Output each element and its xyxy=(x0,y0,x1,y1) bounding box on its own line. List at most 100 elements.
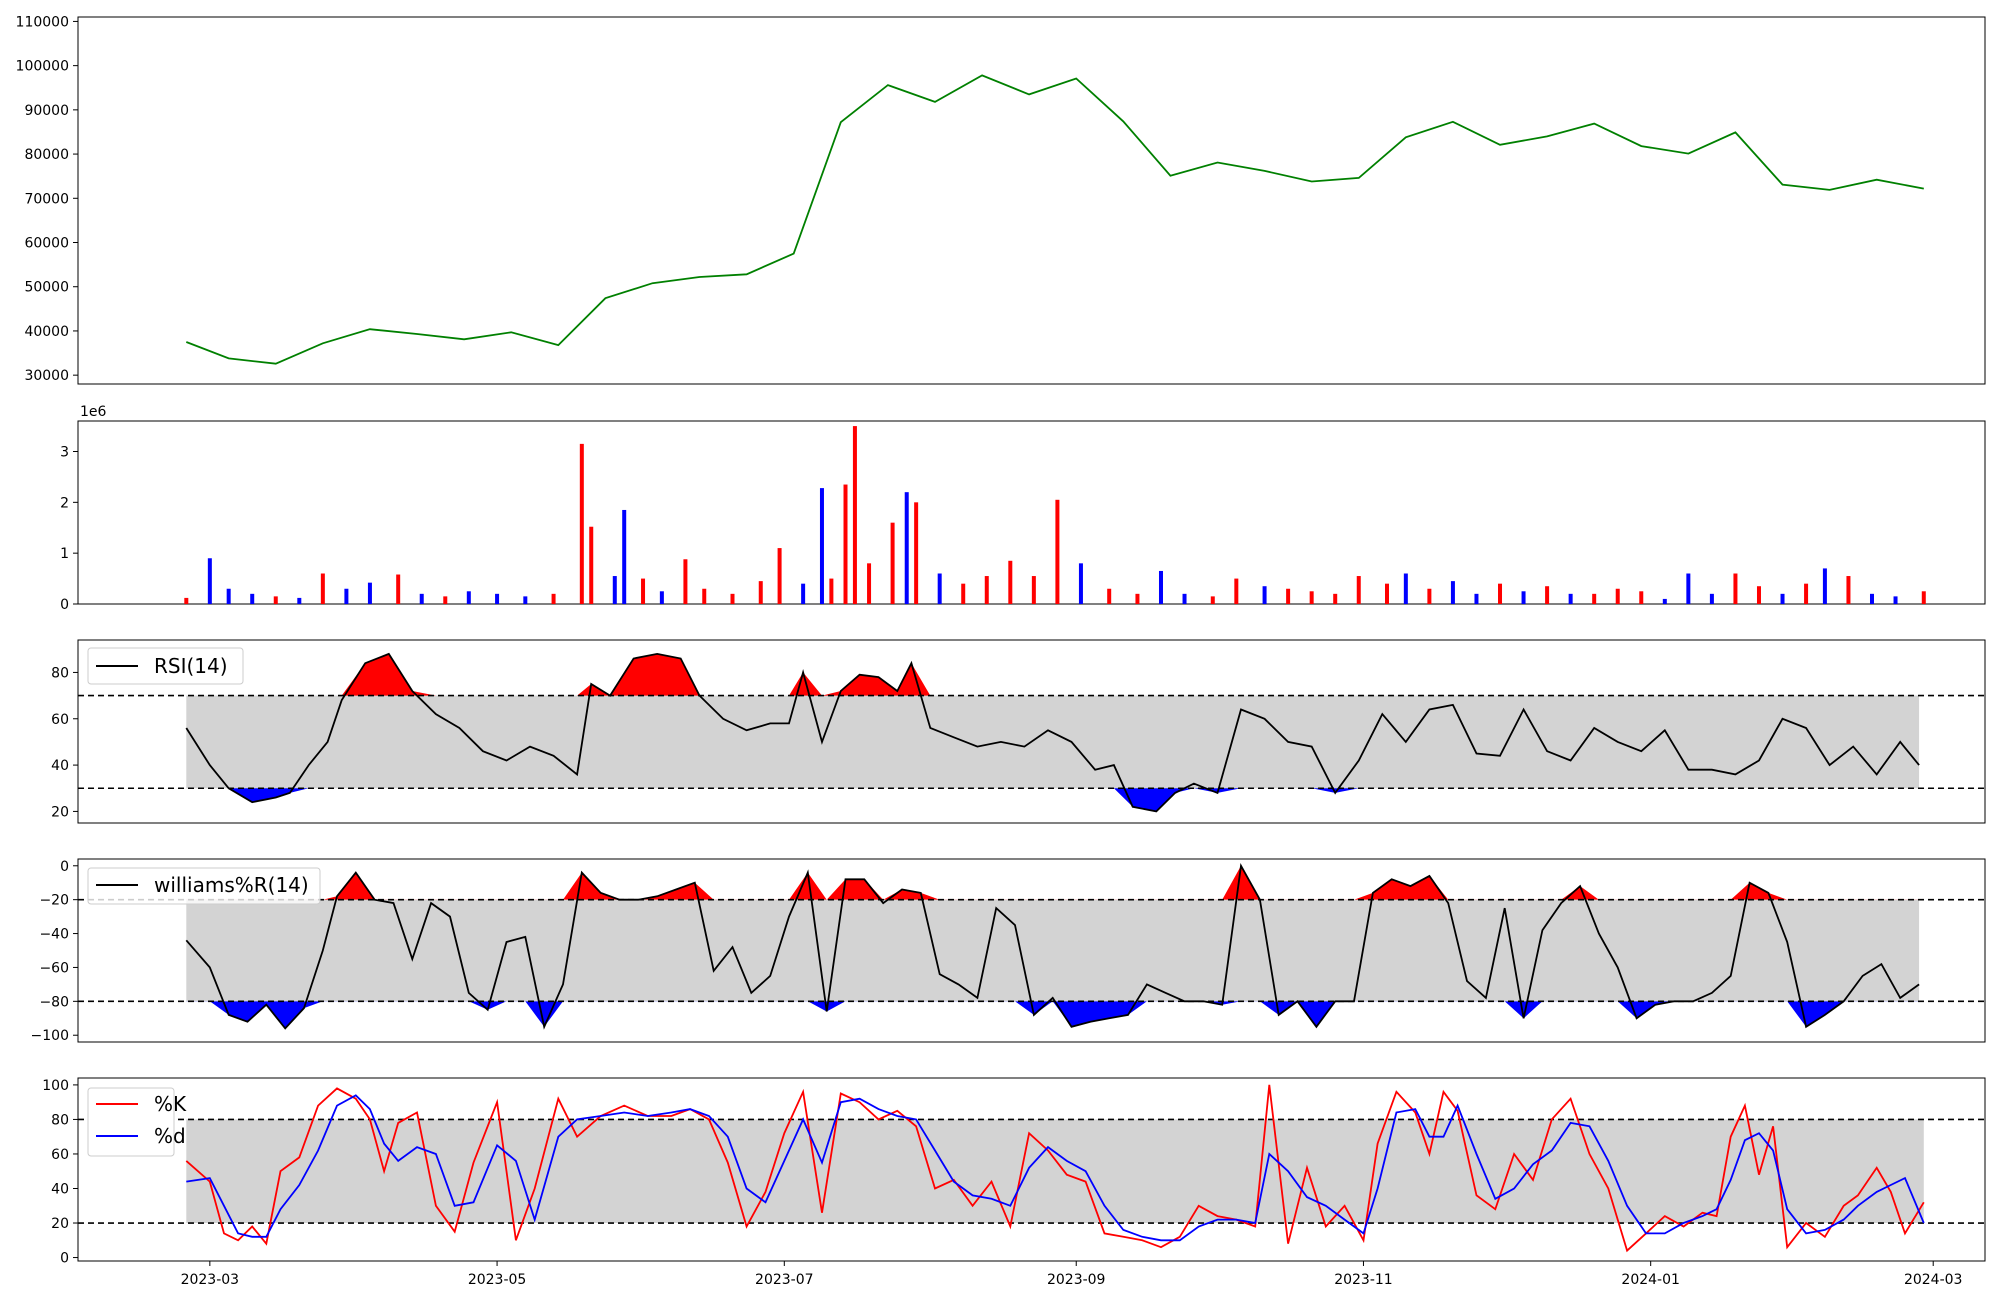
price-ytick-label: 110000 xyxy=(16,14,69,30)
volume-bar xyxy=(1733,573,1738,604)
rsi-legend-label: RSI(14) xyxy=(154,654,228,678)
volume-bar xyxy=(344,588,349,604)
volume-bar xyxy=(843,484,848,604)
volume-bar xyxy=(659,591,664,604)
d-line xyxy=(186,1094,1925,1242)
volume-bar xyxy=(320,573,325,604)
rsi-frame xyxy=(77,639,1986,824)
volume-bar xyxy=(1008,560,1013,604)
volume-bar xyxy=(758,581,763,604)
williams-ytick-label: −60 xyxy=(39,960,69,976)
price-frame xyxy=(77,16,1986,385)
volume-bar xyxy=(273,596,278,604)
volume-bar xyxy=(1385,583,1390,604)
volume-bar xyxy=(551,593,556,604)
volume-bar xyxy=(702,588,707,604)
volume-bar xyxy=(226,588,231,604)
volume-bar xyxy=(1135,593,1140,604)
volume-bar xyxy=(622,509,627,604)
volume-bar xyxy=(1262,586,1267,604)
rsi-ytick-label: 40 xyxy=(51,758,69,774)
volume-bar xyxy=(419,593,424,604)
volume-bar xyxy=(466,591,471,604)
volume-bar xyxy=(1182,593,1187,604)
volume-bar xyxy=(396,574,401,604)
volume-bar xyxy=(367,582,372,604)
volume-bar xyxy=(1662,598,1667,604)
price-ytick-label: 70000 xyxy=(24,191,69,207)
volume-bar xyxy=(1592,593,1597,604)
volume-bar xyxy=(612,576,617,604)
volume-bar xyxy=(890,522,895,604)
volume-bar xyxy=(1709,593,1714,604)
rsi-overbought-fill xyxy=(186,653,1920,696)
volume-bar xyxy=(961,583,966,604)
volume-ytick-label: 3 xyxy=(60,445,69,461)
volume-bar xyxy=(937,573,942,604)
volume-bar xyxy=(523,596,528,604)
williams-overbought-fill xyxy=(186,865,1920,900)
volume-offset-label: 1e6 xyxy=(80,404,107,420)
volume-bar xyxy=(683,559,688,604)
volume-ytick-label: 1 xyxy=(60,546,69,562)
volume-bar xyxy=(250,593,255,604)
volume-bar xyxy=(1615,588,1620,604)
volume-bar xyxy=(1780,593,1785,604)
volume-bar xyxy=(1403,573,1408,604)
volume-bar xyxy=(184,597,189,604)
k-line xyxy=(185,1084,1925,1253)
stochastic-neutral-band xyxy=(186,1119,1924,1224)
volume-bar xyxy=(589,526,594,604)
volume-bar xyxy=(1521,591,1526,604)
rsi-ytick-label: 20 xyxy=(51,804,69,820)
volume-bar xyxy=(1846,576,1851,604)
volume-bar xyxy=(1822,568,1827,604)
williams-ytick-label: −40 xyxy=(39,927,69,943)
volume-bar xyxy=(1107,588,1112,604)
stochastic-ytick-label: 60 xyxy=(51,1147,69,1163)
d-legend-label: %d xyxy=(154,1124,186,1148)
volume-bar xyxy=(1545,586,1550,604)
rsi-panel: 20 40 60 80 xyxy=(51,639,1986,824)
stochastic-panel: 0 20 40 60 80 100 xyxy=(42,1077,1986,1267)
volume-bar xyxy=(1210,596,1215,604)
rsi-ytick-label: 80 xyxy=(51,665,69,681)
volume-bar xyxy=(1921,591,1926,604)
price-ytick-label: 100000 xyxy=(16,59,69,75)
date-tick-label: 2024-03 xyxy=(1904,1272,1963,1288)
stochastic-ytick-label: 100 xyxy=(42,1078,69,1094)
rsi-legend: RSI(14) xyxy=(87,647,244,685)
volume-bar xyxy=(904,492,909,604)
williams-ytick-label: −80 xyxy=(39,994,69,1010)
price-ytick-label: 80000 xyxy=(24,147,69,163)
volume-bar xyxy=(1333,593,1338,604)
volume-bar xyxy=(829,578,834,604)
price-ytick-label: 30000 xyxy=(24,368,69,384)
rsi-ytick-label: 60 xyxy=(51,712,69,728)
volume-bar xyxy=(1309,591,1314,604)
volume-ytick-label: 0 xyxy=(60,597,69,613)
volume-bar xyxy=(1568,593,1573,604)
williams-panel: −100 −80 −60 −40 −20 0 xyxy=(31,858,1986,1044)
stochastic-frame xyxy=(77,1077,1986,1262)
volume-bar xyxy=(852,426,857,604)
date-tick-label: 2024-01 xyxy=(1621,1272,1680,1288)
williams-ytick-label: −100 xyxy=(31,1028,69,1044)
price-ytick-label: 40000 xyxy=(24,324,69,340)
stochastic-ytick-label: 80 xyxy=(51,1112,69,1128)
date-axis: 2023-03 2023-05 2023-07 2023-09 2023-11 2024-… xyxy=(181,1261,1963,1288)
volume-bar xyxy=(1427,588,1432,604)
volume-bar xyxy=(914,502,919,604)
stochastic-ytick-label: 0 xyxy=(60,1251,69,1267)
williams-line xyxy=(185,863,1920,1030)
stochastic-legend: %K %d xyxy=(87,1087,187,1157)
price-panel: 30000 40000 50000 60000 70000 80000 90000 10000… xyxy=(16,14,1986,385)
volume-bar xyxy=(1686,573,1691,604)
williams-legend-box xyxy=(87,867,321,905)
williams-legend-label: williams%R(14) xyxy=(154,873,309,897)
volume-bar xyxy=(1158,570,1163,604)
volume-bar xyxy=(443,596,448,604)
date-tick-label: 2023-07 xyxy=(755,1272,814,1288)
rsi-line xyxy=(185,652,1920,813)
